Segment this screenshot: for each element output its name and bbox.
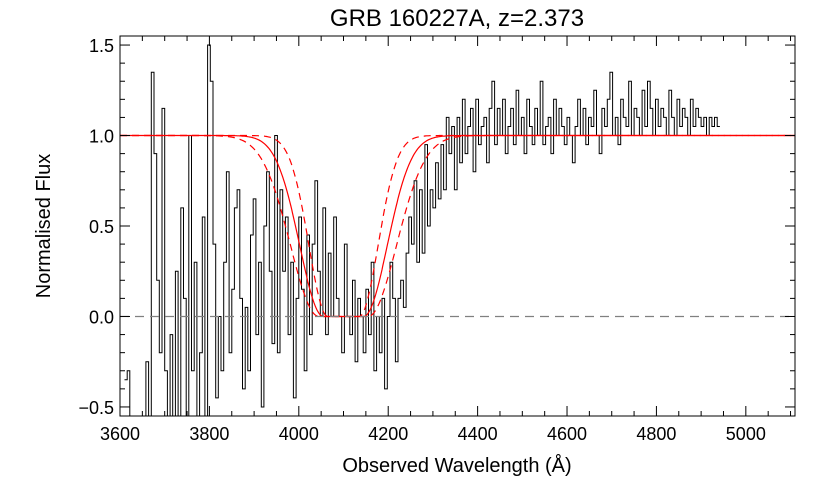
axes: 3600 3800 4000 4200 4400 4600 4800 5000 −0.5 0.0 0… [78,36,795,444]
x-tick-label: 3800 [189,424,229,444]
observed-spectrum-line [124,44,720,416]
chart-title: GRB 160227A, z=2.373 [330,5,584,32]
x-tick-label: 4600 [547,424,587,444]
x-tick-label: 4000 [279,424,319,444]
plot-area [120,44,795,416]
model-uncertainty-line [120,134,795,318]
x-axis-label: Observed Wavelength (Å) [342,454,571,477]
y-tick-label: 1.0 [89,127,114,147]
y-tick-label: 0.5 [89,217,114,237]
x-tick-label: 4800 [636,424,676,444]
x-tick-label: 4400 [458,424,498,444]
x-tick-label: 3600 [100,424,140,444]
x-tick-label: 5000 [726,424,766,444]
x-tick-label: 4200 [368,424,408,444]
y-axis-label: Normalised Flux [33,154,55,298]
y-tick-label: 1.5 [89,36,114,56]
y-tick-label: 0.0 [89,307,114,327]
y-tick-label: −0.5 [78,398,114,418]
